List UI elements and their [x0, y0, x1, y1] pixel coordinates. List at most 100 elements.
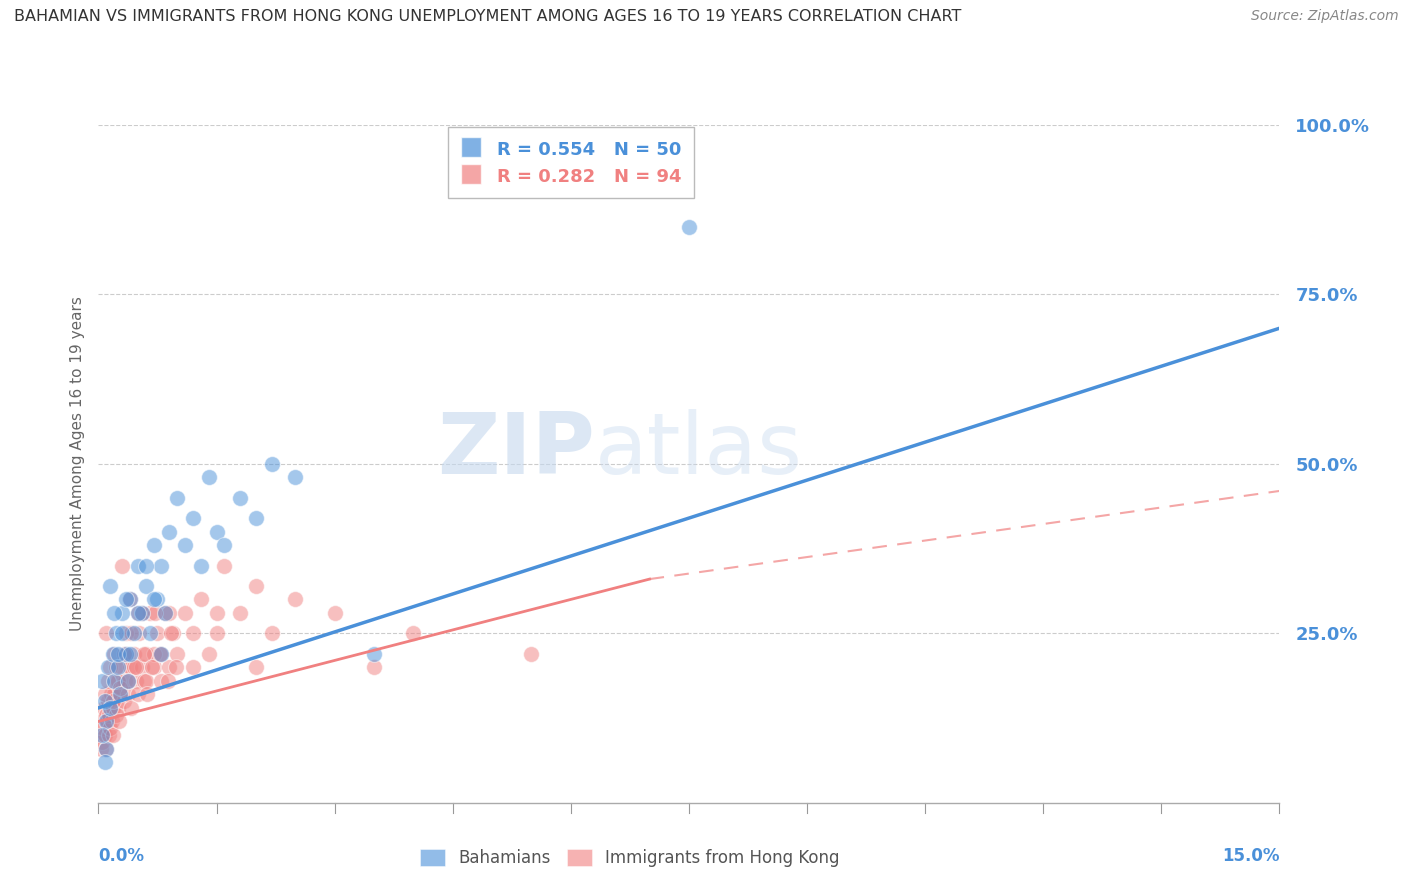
Point: [91, 673, 114, 688]
Point: [214, 538, 236, 552]
Point: [98, 707, 121, 722]
Point: [115, 647, 138, 661]
Point: [142, 647, 165, 661]
Point: [155, 606, 177, 620]
Point: [112, 694, 135, 708]
Point: [96, 741, 118, 756]
Point: [520, 647, 543, 661]
Point: [157, 524, 180, 539]
Point: [166, 647, 188, 661]
Point: [105, 673, 128, 688]
Point: [214, 558, 236, 573]
Point: [135, 673, 157, 688]
Point: [104, 707, 127, 722]
Point: [142, 660, 165, 674]
Point: [142, 538, 165, 552]
Point: [155, 606, 177, 620]
Point: [678, 219, 700, 234]
Point: [110, 687, 132, 701]
Point: [402, 626, 425, 640]
Point: [100, 687, 122, 701]
Point: [131, 606, 153, 620]
Point: [190, 592, 212, 607]
Point: [93, 728, 115, 742]
Point: [107, 673, 129, 688]
Point: [149, 647, 172, 661]
Point: [127, 687, 149, 701]
Point: [121, 626, 143, 640]
Point: [157, 606, 180, 620]
Text: 0.0%: 0.0%: [98, 847, 145, 865]
Point: [127, 606, 149, 620]
Point: [260, 626, 283, 640]
Point: [122, 626, 145, 640]
Point: [96, 714, 118, 729]
Point: [132, 647, 155, 661]
Point: [174, 606, 197, 620]
Point: [121, 701, 143, 715]
Point: [245, 660, 267, 674]
Point: [127, 558, 149, 573]
Point: [97, 660, 120, 674]
Point: [98, 721, 121, 735]
Point: [93, 755, 115, 769]
Point: [107, 701, 129, 715]
Point: [122, 660, 145, 674]
Point: [166, 491, 188, 505]
Point: [91, 735, 114, 749]
Point: [127, 606, 149, 620]
Point: [93, 687, 115, 701]
Point: [101, 701, 124, 715]
Point: [103, 606, 125, 620]
Point: [363, 647, 385, 661]
Point: [96, 626, 118, 640]
Point: [90, 714, 112, 729]
Point: [181, 660, 204, 674]
Point: [97, 694, 120, 708]
Point: [98, 579, 121, 593]
Point: [205, 626, 228, 640]
Point: [197, 647, 219, 661]
Point: [93, 694, 115, 708]
Point: [150, 647, 173, 661]
Point: [101, 694, 124, 708]
Point: [118, 592, 141, 607]
Point: [110, 687, 132, 701]
Point: [132, 673, 155, 688]
Point: [135, 558, 157, 573]
Point: [363, 660, 385, 674]
Point: [141, 660, 163, 674]
Point: [103, 687, 125, 701]
Point: [104, 660, 127, 674]
Point: [97, 673, 120, 688]
Point: [115, 592, 138, 607]
Point: [181, 626, 204, 640]
Point: [174, 538, 197, 552]
Point: [142, 592, 165, 607]
Point: [118, 647, 141, 661]
Legend: Bahamians, Immigrants from Hong Kong: Bahamians, Immigrants from Hong Kong: [412, 841, 848, 876]
Point: [96, 714, 118, 729]
Point: [101, 647, 124, 661]
Point: [131, 660, 153, 674]
Point: [111, 558, 134, 573]
Text: BAHAMIAN VS IMMIGRANTS FROM HONG KONG UNEMPLOYMENT AMONG AGES 16 TO 19 YEARS COR: BAHAMIAN VS IMMIGRANTS FROM HONG KONG UN…: [14, 9, 962, 24]
Point: [115, 626, 138, 640]
Point: [110, 681, 132, 695]
Point: [101, 714, 124, 729]
Point: [94, 707, 117, 722]
Point: [157, 660, 180, 674]
Point: [112, 647, 135, 661]
Point: [103, 728, 125, 742]
Point: [98, 701, 121, 715]
Point: [260, 457, 283, 471]
Point: [135, 579, 157, 593]
Text: atlas: atlas: [595, 409, 803, 491]
Point: [107, 660, 129, 674]
Point: [135, 647, 157, 661]
Point: [162, 626, 184, 640]
Point: [125, 660, 148, 674]
Point: [136, 687, 159, 701]
Point: [245, 579, 267, 593]
Point: [229, 491, 252, 505]
